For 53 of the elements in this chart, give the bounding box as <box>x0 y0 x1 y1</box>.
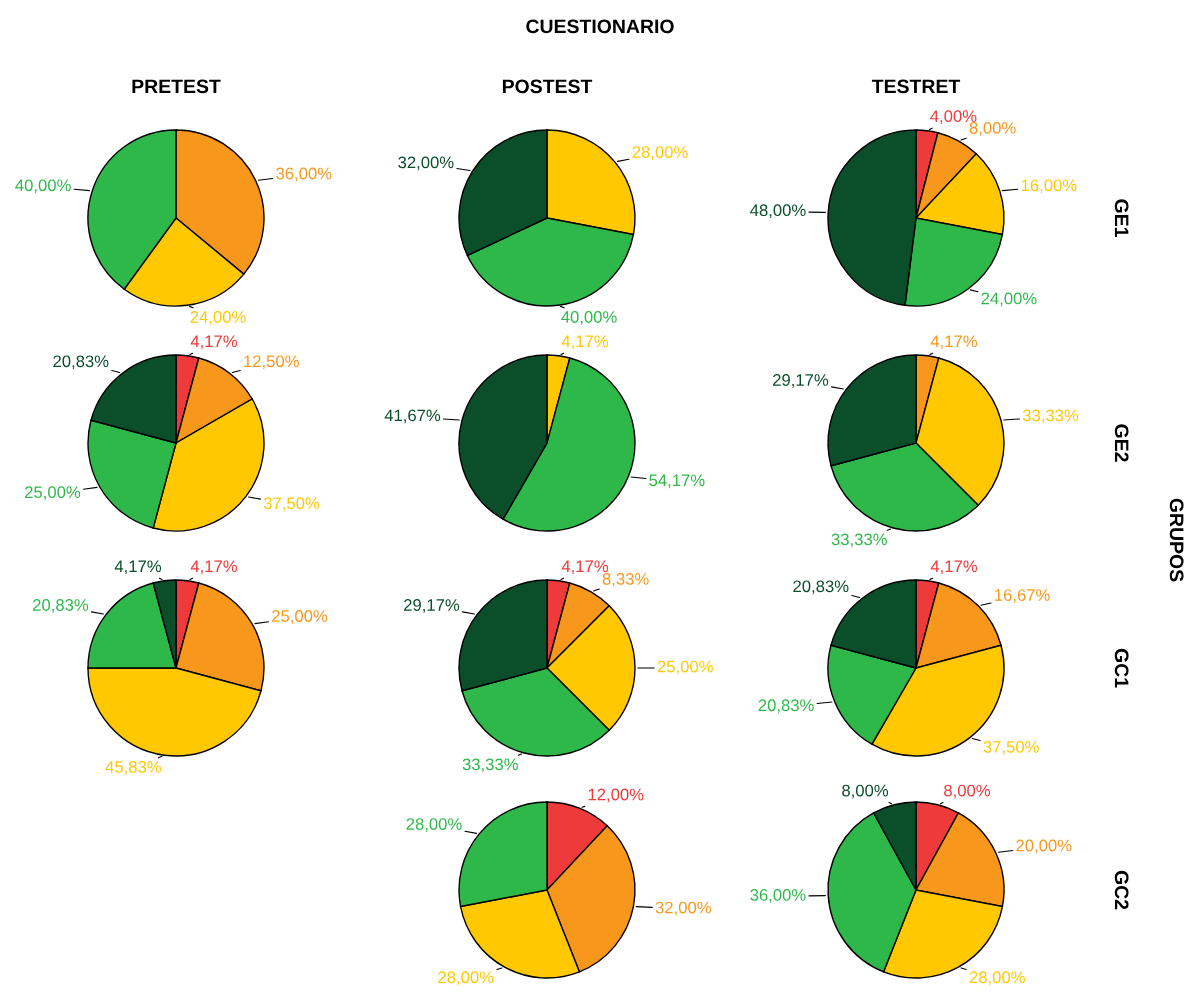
data-label: 20,00% <box>1016 839 1072 854</box>
data-label: 29,17% <box>404 599 460 613</box>
data-label: 25,00% <box>657 660 713 675</box>
data-label: 33,33% <box>831 533 887 548</box>
data-label: 8,00% <box>842 784 889 799</box>
data-label: 41,67% <box>384 409 441 424</box>
data-label: 24,00% <box>190 311 246 325</box>
chart-title: TESTRET <box>871 79 961 94</box>
data-label: 48,00% <box>750 204 806 219</box>
text: GE1 <box>1114 199 1129 237</box>
data-label: 40,00% <box>15 179 71 194</box>
data-label: 20,83% <box>793 580 849 595</box>
data-label: 28,00% <box>438 971 494 986</box>
data-label: 45,83% <box>105 761 162 775</box>
text: GC1 <box>1114 648 1129 688</box>
data-label: 4,17% <box>190 335 238 350</box>
data-label: 24,00% <box>981 292 1037 307</box>
data-label: 32,00% <box>398 156 454 171</box>
text: CUESTIONARIO <box>526 19 674 34</box>
data-label: 37,50% <box>263 497 320 512</box>
data-label: 54,17% <box>649 474 705 489</box>
data-label: 4,17% <box>190 560 238 575</box>
data-label: 16,00% <box>1021 179 1077 194</box>
data-label: 32,00% <box>655 901 711 916</box>
data-label: 37,50% <box>983 740 1039 755</box>
chart-title: PRETEST <box>132 79 221 94</box>
data-label: 4,17% <box>561 335 609 350</box>
data-label: 12,00% <box>588 788 644 803</box>
data-label: 12,50% <box>244 355 299 370</box>
data-label: 36,00% <box>750 889 806 903</box>
data-label: 4,17% <box>114 560 162 575</box>
data-label: 16,67% <box>995 589 1050 603</box>
data-label: 8,33% <box>602 573 649 587</box>
chart-title: POSTEST <box>502 79 593 94</box>
data-label: 28,00% <box>406 818 462 832</box>
data-label: 20,83% <box>33 599 89 613</box>
text: GRUPOS <box>1169 498 1184 582</box>
data-label: 4,17% <box>930 335 978 350</box>
text: GC2 <box>1114 870 1129 910</box>
data-label: 25,00% <box>272 610 328 624</box>
data-label: 20,83% <box>53 355 109 370</box>
data-label: 20,83% <box>758 699 814 714</box>
data-label: 33,33% <box>462 758 518 773</box>
data-label: 36,00% <box>276 167 332 182</box>
data-label: 33,33% <box>1022 409 1079 424</box>
text: GE2 <box>1114 424 1129 462</box>
data-label: 29,17% <box>773 374 829 388</box>
data-label: 28,00% <box>969 971 1025 986</box>
data-label: 8,00% <box>944 784 991 799</box>
data-label: 25,00% <box>25 486 81 501</box>
data-label: 28,00% <box>632 146 688 160</box>
data-label: 40,00% <box>561 311 617 325</box>
data-label: 4,17% <box>930 560 978 575</box>
